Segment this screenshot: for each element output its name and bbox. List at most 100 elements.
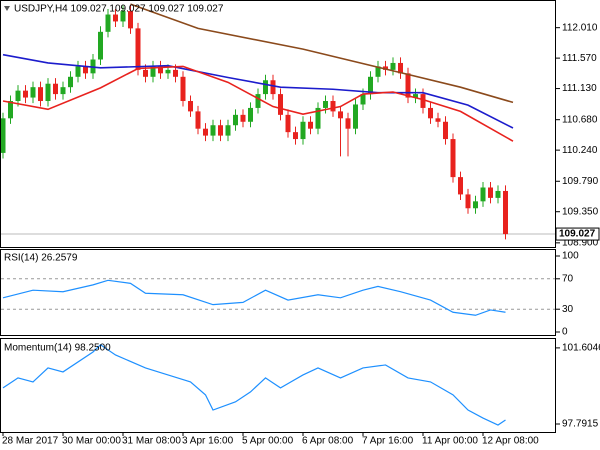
- candle-body: [173, 69, 178, 77]
- candle-body: [263, 80, 268, 95]
- candle-body: [233, 114, 238, 126]
- candle-body: [8, 101, 13, 119]
- candle-body: [53, 83, 58, 95]
- main-title: USDJPY,H4 109.027 109.027 109.027 109.02…: [14, 4, 224, 15]
- candle-body: [248, 107, 253, 122]
- candle-body: [465, 194, 471, 209]
- candle-body: [158, 66, 163, 74]
- candle-body: [390, 62, 396, 70]
- candle-body: [458, 177, 463, 195]
- candle-body: [0, 118, 6, 153]
- candle-body: [270, 80, 276, 95]
- candle-body: [75, 66, 81, 77]
- candle-body: [30, 87, 36, 98]
- y-tick-label: 30: [562, 304, 574, 315]
- indicator-line: [130, 3, 514, 104]
- candle-body: [135, 28, 141, 70]
- momentum-title: Momentum(14) 98.2500: [4, 343, 111, 354]
- candle-body: [15, 90, 21, 102]
- y-tick-label: 112.010: [562, 22, 598, 33]
- x-tick-label: 11 Apr 00:00: [422, 436, 478, 447]
- y-tick-label: 111.570: [562, 53, 597, 64]
- candle-body: [503, 190, 508, 235]
- indicator-line: [2, 53, 514, 129]
- plot-layer: [0, 3, 555, 426]
- candle-body: [285, 114, 291, 133]
- candle-body: [120, 11, 126, 22]
- candle-body: [480, 187, 486, 202]
- x-tick-label: 28 Mar 2017: [2, 436, 59, 447]
- y-tick-label: 101.6046: [562, 343, 600, 354]
- candle-body: [143, 69, 148, 77]
- candle-body: [435, 118, 441, 122]
- candle-body: [300, 121, 306, 140]
- y-tick-label: 97.7915: [562, 419, 599, 430]
- candle-body: [383, 66, 388, 70]
- last-price-label: 109.027: [559, 229, 596, 240]
- y-tick-label: 110.240: [562, 145, 598, 156]
- candle-body: [128, 11, 133, 29]
- candle-body: [38, 87, 43, 102]
- y-tick-label: 110.680: [562, 114, 598, 125]
- candle-body: [338, 111, 343, 119]
- symbol-icon: [4, 6, 10, 11]
- candle-body: [203, 128, 208, 136]
- candle-body: [450, 139, 456, 178]
- indicator-line: [2, 279, 506, 316]
- candle-body: [278, 94, 283, 115]
- candle-body: [413, 94, 418, 98]
- candle-body: [180, 76, 186, 102]
- y-tick-label: 70: [562, 273, 574, 284]
- candle-body: [345, 118, 351, 129]
- x-tick-label: 6 Apr 08:00: [302, 436, 354, 447]
- y-tick-label: 109.350: [562, 206, 599, 217]
- candle-body: [368, 76, 373, 95]
- candle-body: [398, 62, 403, 74]
- candle-body: [330, 101, 336, 112]
- y-tick-label: 111.130: [562, 83, 597, 94]
- y-tick-label: 109.790: [562, 176, 599, 187]
- candle-body: [98, 31, 103, 60]
- rsi-title: RSI(14) 26.2579: [4, 253, 78, 264]
- x-tick-label: 31 Mar 08:00: [122, 436, 181, 447]
- candle-body: [105, 14, 111, 32]
- x-tick-label: 7 Apr 16:00: [362, 436, 414, 447]
- candle-body: [428, 107, 433, 119]
- candle-body: [255, 94, 261, 108]
- candle-body: [315, 107, 321, 129]
- x-tick-label: 30 Mar 00:00: [62, 436, 121, 447]
- candle-body: [443, 121, 448, 140]
- indicator-line: [2, 65, 514, 142]
- candle-body: [45, 83, 51, 102]
- candle-body: [218, 125, 223, 136]
- x-tick-label: 12 Apr 08:00: [482, 436, 539, 447]
- candle-body: [225, 125, 231, 136]
- candle-body: [60, 87, 66, 95]
- candle-body: [323, 101, 328, 108]
- y-tick-label: 108.900: [562, 237, 599, 248]
- candle-body: [113, 14, 118, 22]
- x-tick-label: 3 Apr 16:00: [182, 436, 234, 447]
- candle-body: [293, 132, 298, 140]
- candle-body: [210, 125, 216, 136]
- candle-body: [405, 73, 411, 98]
- rsi-panel-border: [0, 249, 556, 336]
- candle-body: [23, 90, 28, 98]
- candle-body: [488, 187, 493, 198]
- candle-body: [165, 69, 171, 74]
- candle-body: [420, 94, 426, 108]
- candle-body: [240, 114, 246, 122]
- y-tick-label: 100: [562, 251, 579, 262]
- candle-body: [83, 66, 88, 74]
- candle-body: [375, 66, 381, 77]
- main-panel-border: [0, 0, 556, 248]
- candle-body: [150, 66, 156, 77]
- candle-body: [495, 190, 501, 198]
- last-price-box: [555, 227, 600, 241]
- candle-body: [188, 101, 193, 112]
- candle-body: [195, 111, 201, 129]
- y-tick-label: 0: [562, 327, 568, 338]
